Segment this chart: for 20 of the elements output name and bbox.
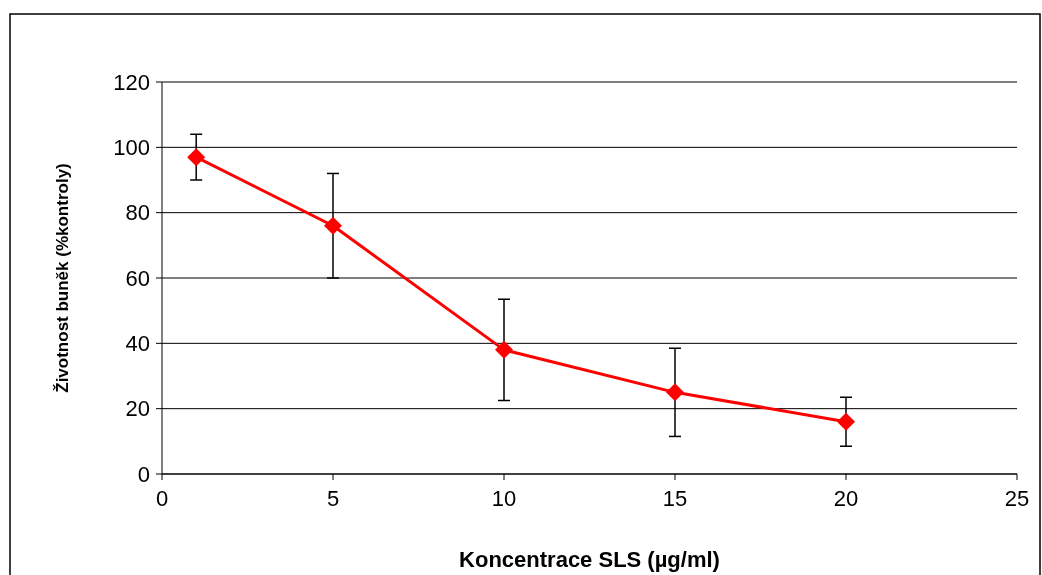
x-tick-label: 10 <box>491 486 517 511</box>
point <box>495 340 513 359</box>
x-tick-label: 0 <box>155 486 169 511</box>
point <box>187 148 206 167</box>
y-tick-label: 0 <box>137 461 150 487</box>
y-tick-label: 100 <box>113 135 150 161</box>
y-tick-label: 60 <box>125 265 150 291</box>
x-tick-label: 20 <box>833 486 859 511</box>
x-tick-label: 5 <box>326 486 340 511</box>
x-tick-label: 25 <box>1004 486 1030 511</box>
point <box>837 412 855 431</box>
point <box>666 383 684 402</box>
y-tick-label: 40 <box>125 331 150 357</box>
y-axis-title: Životnost buněk (%kontroly) <box>53 163 72 393</box>
x-axis-title: Koncentrace SLS (µg/ml) <box>459 547 720 572</box>
y-tick-label: 120 <box>113 69 150 95</box>
y-tick-label: 20 <box>125 396 150 422</box>
x-tick-label: 15 <box>662 486 688 511</box>
y-tick-label: 80 <box>125 200 150 226</box>
point <box>324 216 342 235</box>
